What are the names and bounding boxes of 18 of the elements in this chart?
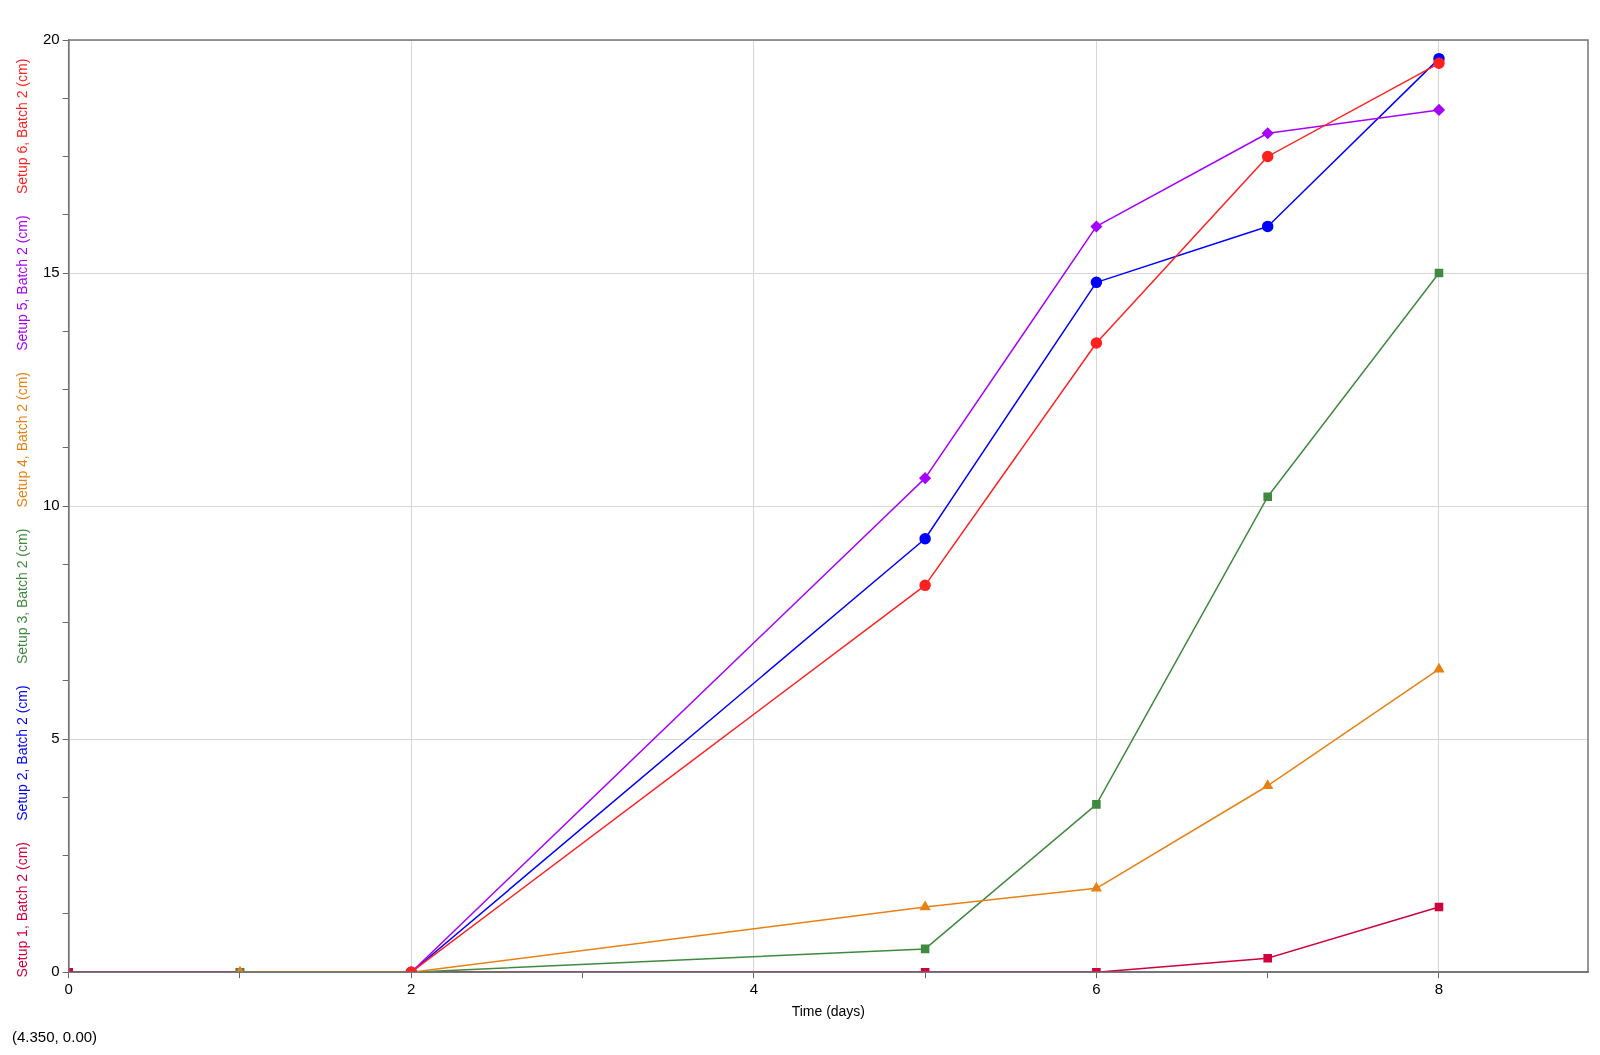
text: (4.350, 0.00)	[12, 1028, 98, 1045]
text: Setup 5, Batch 2 (cm)	[14, 215, 30, 351]
x-tick-label: 8	[1434, 980, 1444, 998]
text: Setup 2, Batch 2 (cm)	[14, 685, 30, 821]
x-tick-label: 2	[407, 980, 416, 998]
y-tick-label: 20	[43, 30, 60, 48]
y-tick-label: 5	[51, 729, 60, 747]
x-tick-label: 4	[749, 980, 758, 998]
x-axis-title: Time (days)	[791, 1003, 866, 1020]
y-tick-label: 0	[51, 962, 60, 980]
x-tick-label: 0	[64, 980, 73, 998]
text: Setup 4, Batch 2 (cm)	[14, 372, 30, 508]
x-tick-label: 6	[1092, 980, 1101, 998]
y-tick-label: 10	[43, 496, 60, 514]
text: Setup 1, Batch 2 (cm)	[14, 841, 30, 978]
y-tick-label: 15	[43, 263, 60, 281]
text: Setup 6, Batch 2 (cm)	[14, 58, 30, 195]
text: Setup 3, Batch 2 (cm)	[14, 528, 30, 665]
